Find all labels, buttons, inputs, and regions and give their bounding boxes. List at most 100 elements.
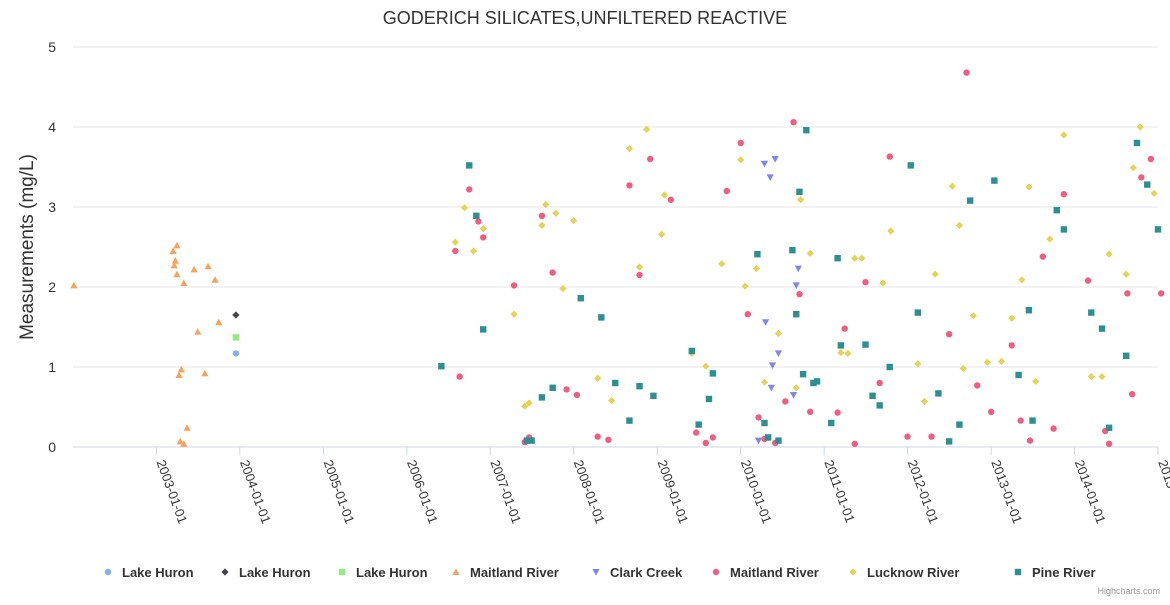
data-point <box>886 363 893 371</box>
x-tick-label: 2007-01-01 <box>487 458 524 526</box>
y-tick-label: 0 <box>48 439 56 455</box>
data-point <box>744 311 752 318</box>
data-point <box>886 153 893 160</box>
series-5 <box>452 69 1165 447</box>
data-point <box>1098 325 1106 332</box>
legend-item[interactable]: Clark Creek <box>592 565 683 580</box>
legend-label[interactable]: Maitland River <box>470 565 559 580</box>
data-point <box>876 379 883 387</box>
x-tick-label: 2012-01-01 <box>905 458 942 526</box>
data-point <box>876 402 883 409</box>
data-point <box>194 328 202 335</box>
x-tick-label: 2013-01-01 <box>988 458 1025 526</box>
legend-item[interactable]: Lucknow River <box>849 565 959 580</box>
data-point <box>170 261 178 269</box>
data-point <box>790 119 797 126</box>
data-point <box>945 438 953 445</box>
data-point <box>625 145 634 153</box>
x-tick-label: 2005-01-01 <box>321 458 358 526</box>
data-point <box>723 187 730 195</box>
data-point <box>782 398 789 405</box>
data-point <box>862 341 869 348</box>
data-point <box>563 386 570 393</box>
data-point <box>473 212 480 219</box>
data-point <box>549 269 556 276</box>
data-point <box>635 263 644 271</box>
data-point <box>1129 164 1137 172</box>
legend-label[interactable]: Maitland River <box>730 565 819 580</box>
data-point <box>1060 191 1068 198</box>
data-point <box>173 241 181 249</box>
data-point <box>538 394 546 401</box>
legend-label[interactable]: Lake Huron <box>356 565 428 580</box>
data-point <box>741 282 749 290</box>
y-tick-label: 4 <box>48 119 56 135</box>
data-point <box>948 182 956 190</box>
legend-item[interactable]: Maitland River <box>452 565 559 580</box>
data-point <box>577 295 584 302</box>
data-point <box>456 373 463 380</box>
data-point <box>469 247 478 255</box>
y-axis-title: Measurements (mg/L) <box>17 154 38 340</box>
data-point <box>768 362 777 369</box>
data-point <box>1025 307 1033 314</box>
legend-symbol <box>592 569 600 576</box>
data-point <box>1053 207 1060 214</box>
legend-label[interactable]: Lucknow River <box>867 565 959 580</box>
data-point <box>460 204 469 212</box>
data-point <box>692 429 700 436</box>
data-point <box>761 419 768 427</box>
data-point <box>1138 174 1145 181</box>
legend-item[interactable]: Lake Huron <box>221 565 311 580</box>
data-point <box>762 319 770 326</box>
credits-link[interactable]: Highcharts.com <box>1097 586 1160 596</box>
data-point <box>1144 181 1151 188</box>
data-point <box>1122 270 1130 278</box>
legend-label[interactable]: Clark Creek <box>610 565 683 580</box>
grid-lines <box>73 46 1158 448</box>
legend-symbol <box>221 568 229 576</box>
data-point <box>452 247 459 255</box>
data-point <box>549 384 556 391</box>
data-point <box>764 434 772 441</box>
x-tick-label: 2006-01-01 <box>404 458 441 526</box>
legend-symbol <box>338 568 346 576</box>
data-point <box>775 437 782 444</box>
y-tick-label: 5 <box>48 39 56 55</box>
data-point <box>760 378 769 386</box>
data-point <box>479 225 487 233</box>
data-point <box>594 433 601 440</box>
data-point <box>525 399 533 407</box>
data-point <box>660 191 669 199</box>
data-point <box>180 279 188 286</box>
data-point <box>879 279 887 287</box>
data-point <box>956 421 963 428</box>
legend-label[interactable]: Lake Huron <box>239 565 311 580</box>
data-point <box>1150 189 1158 197</box>
data-point <box>755 414 762 421</box>
data-point <box>796 291 803 298</box>
data-point <box>928 433 935 440</box>
data-point <box>1032 377 1040 385</box>
legend-item[interactable]: Lake Huron <box>338 565 428 580</box>
data-point <box>702 362 710 370</box>
data-point <box>1015 371 1022 379</box>
data-point <box>789 247 796 254</box>
legend-item[interactable]: Maitland River <box>712 565 819 580</box>
chart-title: GODERICH SILICATES,UNFILTERED REACTIVE <box>383 8 787 28</box>
data-point <box>799 371 807 378</box>
legend-item[interactable]: Lake Huron <box>104 565 194 580</box>
data-point <box>479 234 487 241</box>
data-point <box>695 421 702 428</box>
data-point <box>718 260 726 268</box>
data-point <box>169 247 177 254</box>
data-point <box>1060 226 1068 233</box>
legend-item[interactable]: Pine River <box>1014 565 1096 580</box>
data-point <box>914 360 922 368</box>
legend-label[interactable]: Lake Huron <box>122 565 194 580</box>
data-point <box>792 384 800 392</box>
x-tick-label: 2011-01-01 <box>821 458 858 525</box>
data-point <box>796 196 805 204</box>
data-point <box>969 312 977 320</box>
legend-label[interactable]: Pine River <box>1032 565 1096 580</box>
